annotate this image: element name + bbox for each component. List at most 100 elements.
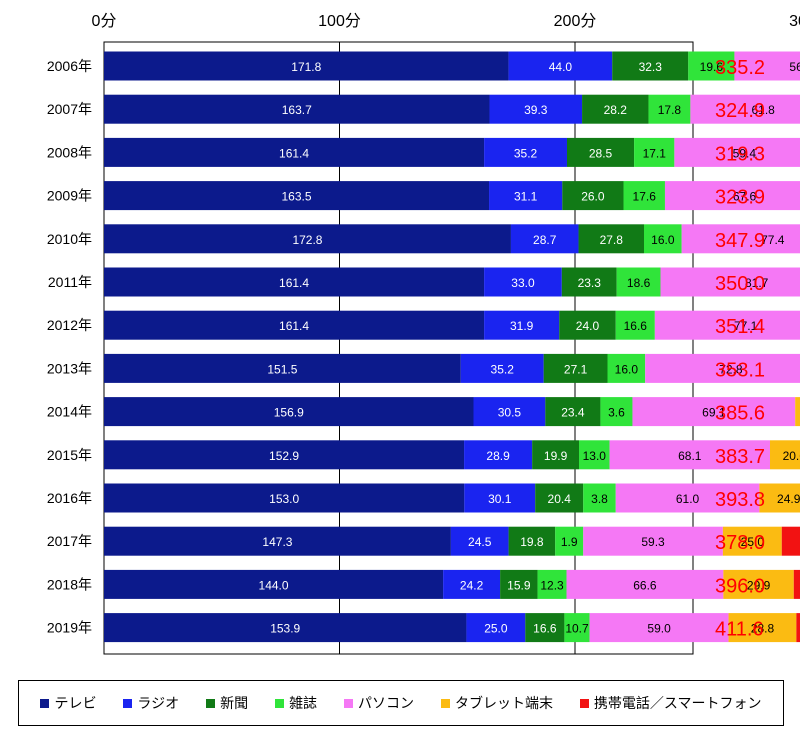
- bar-segment: [564, 613, 590, 643]
- bar-segment: [583, 483, 616, 513]
- legend-item: ラジオ: [123, 693, 179, 713]
- bar-segment: [508, 526, 556, 556]
- bar-segment: [562, 181, 624, 211]
- data-label: 35.2: [491, 362, 515, 376]
- data-label: 33.0: [511, 276, 535, 290]
- data-label: 3.8: [591, 492, 608, 506]
- data-label: 27.1: [564, 362, 588, 376]
- data-label: 16.0: [615, 362, 639, 376]
- data-label: 1.9: [561, 535, 578, 549]
- y-tick-label: 2007年: [47, 101, 92, 117]
- legend-item: 雑誌: [275, 693, 317, 713]
- bar-segment: [537, 569, 567, 599]
- data-label: 15.9: [507, 578, 531, 592]
- y-tick-label: 2019年: [47, 620, 92, 636]
- legend-swatch: [275, 698, 285, 708]
- data-label: 20.4: [548, 492, 572, 506]
- bar-segment: [723, 569, 794, 599]
- bar-segment: [484, 267, 562, 297]
- bar-segment: [793, 569, 800, 599]
- data-label: 172.8: [292, 233, 322, 247]
- bar-segment: [616, 267, 661, 297]
- data-label: 16.0: [651, 233, 675, 247]
- bar-segment: [104, 569, 444, 599]
- bar-segment: [728, 613, 797, 643]
- y-tick-label: 2017年: [47, 533, 92, 549]
- data-label: 30.5: [498, 406, 522, 420]
- data-label: 16.6: [533, 622, 557, 636]
- bar-segment: [579, 440, 610, 470]
- bar-segment: [623, 181, 665, 211]
- data-label: 19.6: [700, 60, 724, 74]
- data-label: 161.4: [279, 276, 309, 290]
- data-label: 39.3: [524, 103, 548, 117]
- total-label: 353.1: [715, 359, 765, 381]
- y-tick-label: 2014年: [47, 404, 92, 420]
- bar-segment: [104, 613, 467, 643]
- data-label: 163.7: [282, 103, 312, 117]
- data-label: 24.2: [460, 578, 484, 592]
- bar-segment: [464, 483, 536, 513]
- bar-segment: [104, 267, 485, 297]
- y-tick-label: 2006年: [47, 58, 92, 74]
- data-label: 69.1: [702, 406, 726, 420]
- total-label: 347.9: [715, 230, 765, 252]
- bar-segment: [645, 353, 800, 383]
- legend-item: 新聞: [206, 693, 248, 713]
- x-tick-label: 300分: [789, 12, 800, 30]
- data-label: 23.4: [561, 406, 585, 420]
- data-label: 25.0: [484, 622, 508, 636]
- data-label: 3.6: [608, 406, 625, 420]
- legend-item: パソコン: [344, 693, 414, 713]
- legend-swatch: [579, 698, 589, 708]
- total-label: 324.9: [715, 100, 765, 122]
- bar-segment: [632, 397, 796, 427]
- data-label: 72.8: [719, 362, 743, 376]
- y-tick-label: 2010年: [47, 231, 92, 247]
- data-label: 24.0: [576, 319, 600, 333]
- bar-segment: [607, 353, 646, 383]
- bar-segment: [566, 137, 635, 167]
- legend-label: 携帯電話／スマートフォン: [593, 695, 762, 711]
- bar-segment: [104, 137, 485, 167]
- data-label: 25.0: [741, 535, 765, 549]
- x-tick-label: 200分: [554, 12, 597, 30]
- bar-segment: [104, 353, 461, 383]
- data-label: 59.3: [641, 535, 665, 549]
- y-tick-label: 2009年: [47, 188, 92, 204]
- total-label: 350.0: [715, 273, 765, 295]
- legend-label: タブレット端末: [454, 695, 553, 711]
- data-label: 19.8: [520, 535, 544, 549]
- bar-segment: [688, 51, 735, 81]
- bar-segment: [674, 137, 800, 167]
- plot-frame: [103, 41, 694, 655]
- bar-segment: [104, 51, 509, 81]
- data-label: 17.8: [658, 103, 682, 117]
- bar-segment: [654, 310, 800, 340]
- bar-segment: [690, 94, 800, 124]
- total-label: 319.3: [715, 143, 765, 165]
- bar-segment: [644, 224, 682, 254]
- data-label: 28.7: [533, 233, 557, 247]
- legend-item: タブレット端末: [440, 693, 553, 713]
- bar-segment: [660, 267, 800, 297]
- total-label: 393.8: [715, 489, 765, 511]
- total-label: 411.6: [715, 619, 764, 641]
- y-tick-label: 2011年: [48, 274, 92, 290]
- data-label: 24.5: [468, 535, 492, 549]
- data-label: 17.6: [633, 190, 657, 204]
- y-tick-label: 2018年: [47, 576, 92, 592]
- bar-segment: [104, 397, 474, 427]
- data-label: 59.4: [733, 146, 757, 160]
- data-label: 61.8: [751, 103, 775, 117]
- data-label: 161.4: [279, 146, 309, 160]
- data-label: 163.5: [282, 190, 312, 204]
- data-label: 56.6: [789, 60, 800, 74]
- legend-swatch: [123, 698, 133, 708]
- data-label: 77.4: [761, 233, 785, 247]
- data-label: 44.0: [549, 60, 573, 74]
- data-label: 16.6: [624, 319, 648, 333]
- data-label: 23.3: [578, 276, 602, 290]
- legend-label: 雑誌: [289, 695, 318, 711]
- data-label: 153.0: [269, 492, 299, 506]
